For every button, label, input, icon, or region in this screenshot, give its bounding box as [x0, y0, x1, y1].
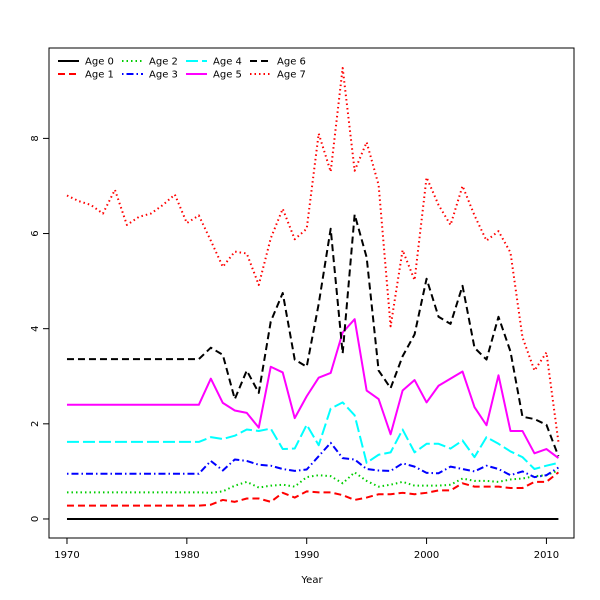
series-line-age-6 — [66, 213, 560, 457]
legend-label-age-3: Age 3 — [149, 70, 178, 81]
y-axis: 0 2 4 6 8 — [30, 135, 50, 522]
x-tick-label: 1980 — [174, 550, 199, 561]
x-tick-label: 2010 — [534, 550, 559, 561]
y-tick-label: 2 — [30, 421, 41, 427]
series-line-age-5 — [66, 318, 560, 459]
y-tick-label: 4 — [30, 325, 41, 331]
series-layer — [66, 66, 560, 520]
series-line-age-1 — [66, 471, 560, 507]
legend-label-age-1: Age 1 — [85, 70, 114, 81]
legend-label-age-0: Age 0 — [85, 57, 114, 68]
legend-label-age-7: Age 7 — [277, 70, 306, 81]
legend-label-age-6: Age 6 — [277, 57, 306, 68]
legend-label-age-4: Age 4 — [213, 57, 242, 68]
y-tick-label: 8 — [30, 135, 41, 141]
x-tick-label: 1990 — [294, 550, 319, 561]
legend-label-age-5: Age 5 — [213, 70, 242, 81]
series-line-age-7 — [66, 66, 560, 443]
series-line-age-4 — [66, 401, 559, 471]
legend: Age 0 Age 1 Age 2 Age 3 Age 4 Age 5 Age 6 Age 7 — [58, 57, 306, 81]
x-axis: 1970 1980 1990 2000 2010 — [54, 537, 559, 561]
x-tick-label: 2000 — [414, 550, 439, 561]
y-tick-label: 6 — [30, 230, 41, 236]
series-line-age-3 — [66, 441, 559, 479]
legend-label-age-2: Age 2 — [149, 57, 178, 68]
y-tick-label: 0 — [30, 516, 41, 522]
x-axis-title: Year — [300, 575, 323, 586]
series-line-age-2 — [66, 469, 559, 494]
x-tick-label: 1970 — [54, 550, 79, 561]
